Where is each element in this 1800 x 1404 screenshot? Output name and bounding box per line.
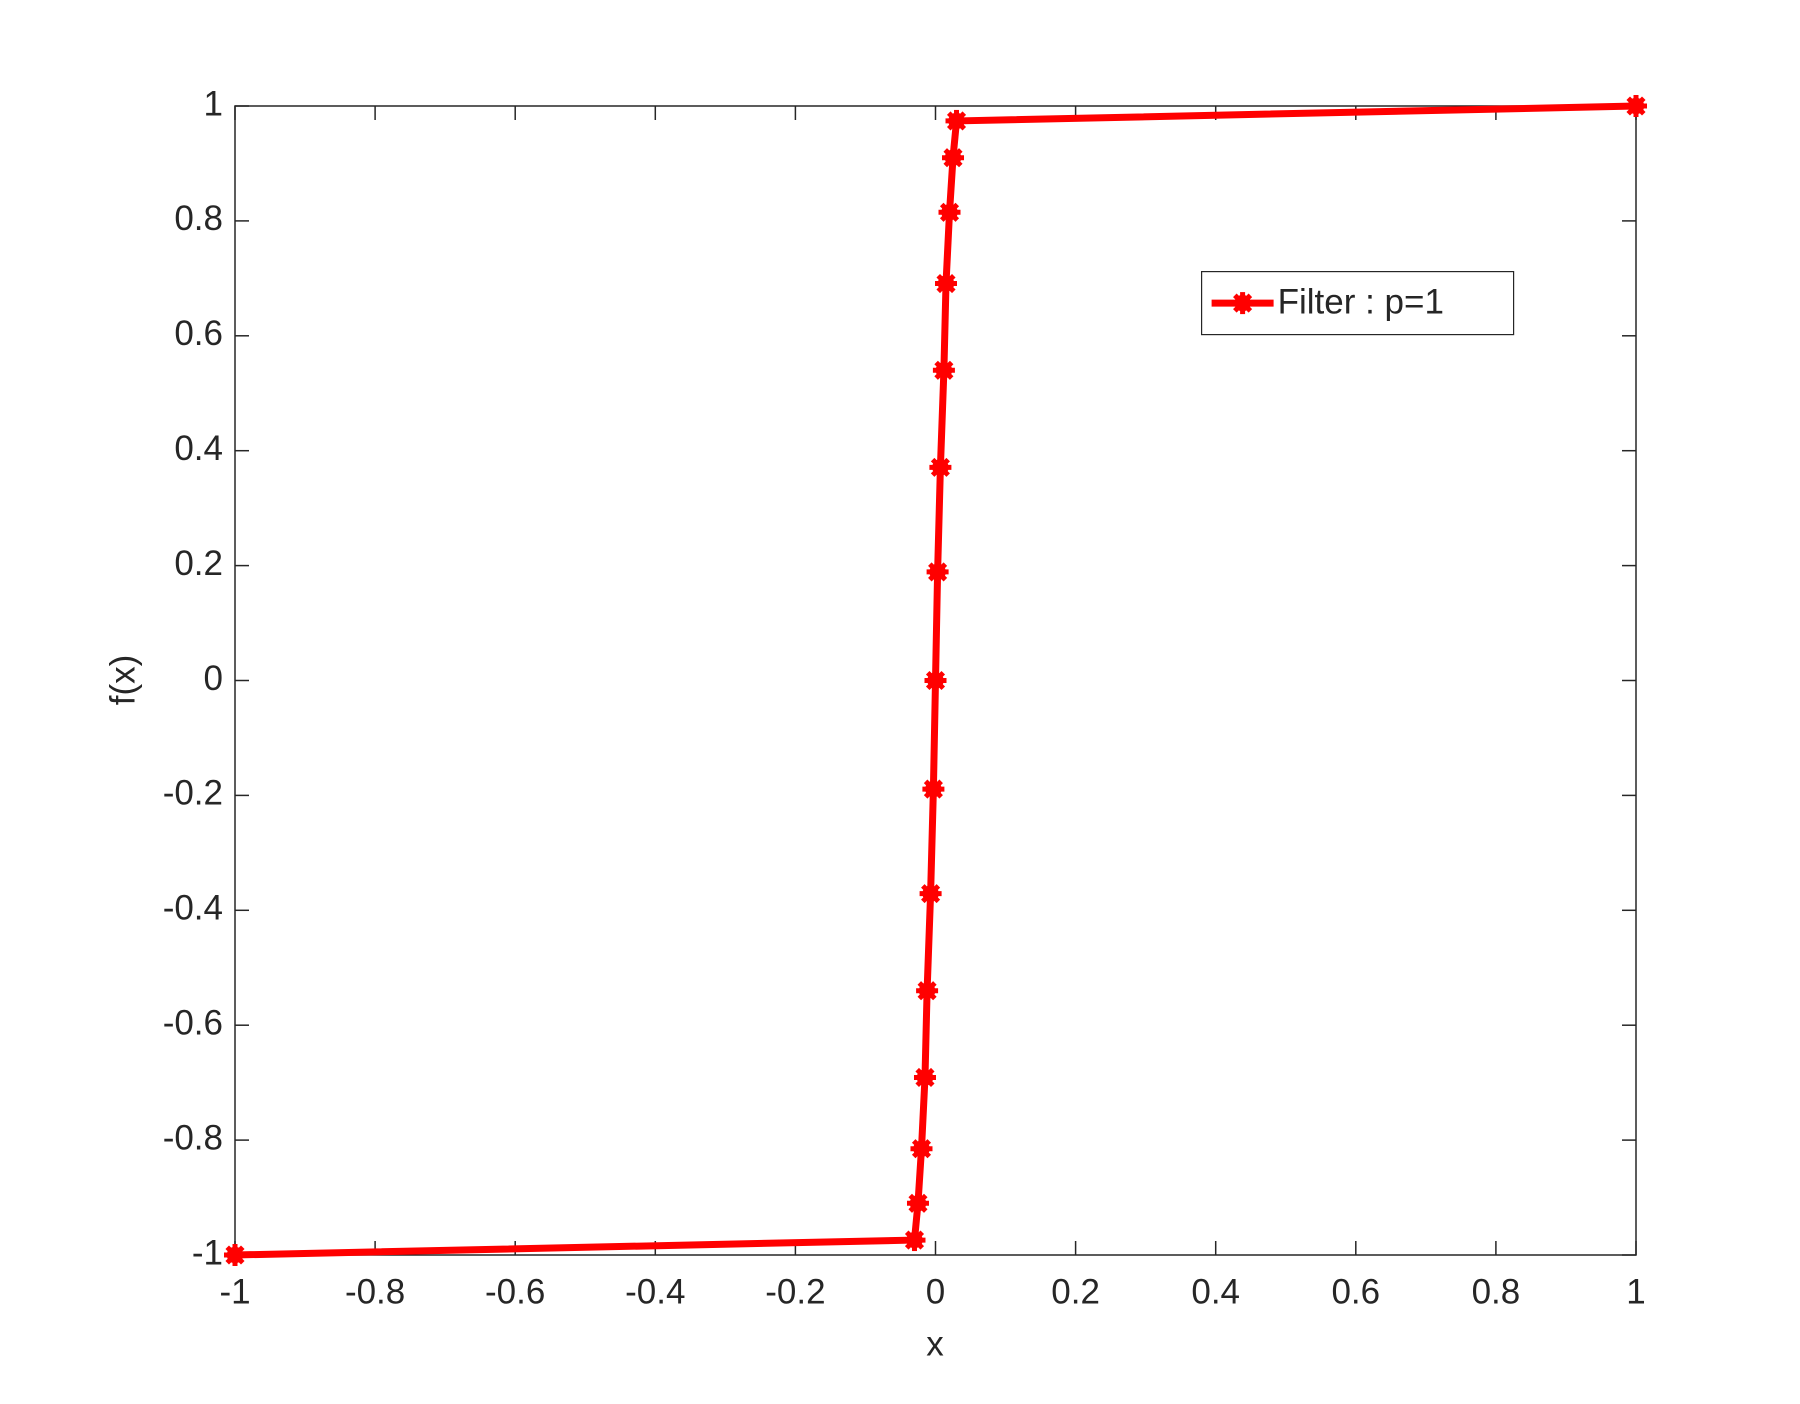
y-tick-label: -1 (192, 1233, 223, 1272)
x-tick-label: 0.2 (1051, 1272, 1100, 1311)
y-tick-label: 0.6 (174, 314, 223, 353)
marker-stroke (911, 1139, 932, 1159)
marker-stroke (930, 457, 950, 477)
marker (922, 778, 945, 801)
marker (910, 1137, 933, 1160)
marker (929, 456, 952, 479)
marker (916, 979, 939, 1002)
marker-stroke (921, 884, 941, 904)
x-tick-label: 0.8 (1472, 1272, 1521, 1311)
legend: Filter : p=1 (1200, 271, 1515, 336)
x-tick-label: 1 (1626, 1272, 1645, 1311)
x-tick-label: 0 (926, 1272, 945, 1311)
marker (926, 560, 949, 583)
x-tick-label: 0.6 (1331, 1272, 1380, 1311)
marker (1231, 292, 1254, 315)
y-axis-label: f(x) (103, 655, 142, 706)
y-tick-label: -0.4 (163, 889, 223, 928)
marker (945, 109, 968, 132)
x-tick-label: -0.4 (625, 1272, 685, 1311)
marker-stroke (1626, 96, 1646, 116)
x-tick-label: 0.4 (1191, 1272, 1240, 1311)
x-axis-label: x (926, 1324, 944, 1363)
y-tick-label: 1 (204, 84, 223, 123)
marker-stroke (225, 1245, 245, 1265)
x-tick-label: -1 (219, 1272, 250, 1311)
marker-stroke (943, 148, 963, 168)
y-tick-label: -0.8 (163, 1118, 223, 1157)
y-tick-label: -0.6 (163, 1003, 223, 1042)
marker-stroke (915, 1067, 935, 1088)
marker (224, 1244, 246, 1266)
marker-stroke (936, 273, 956, 294)
marker (935, 272, 958, 295)
marker-stroke (904, 1230, 925, 1250)
y-tick-label: 0.8 (174, 199, 223, 238)
y-tick-label: 0 (204, 659, 223, 698)
marker-stroke (923, 779, 943, 799)
marker-stroke (946, 111, 967, 131)
marker (906, 1192, 929, 1215)
marker-stroke (928, 562, 948, 582)
marker (942, 146, 965, 169)
legend-label: Filter : p=1 (1278, 282, 1444, 321)
marker (924, 669, 947, 692)
marker-stroke (1233, 293, 1253, 313)
marker (919, 882, 942, 905)
marker-stroke (917, 981, 937, 1001)
x-tick-label: -0.8 (345, 1272, 405, 1311)
marker (903, 1229, 926, 1252)
marker-stroke (925, 670, 946, 691)
y-tick-label: 0.4 (174, 429, 223, 468)
x-tick-label: -0.6 (485, 1272, 545, 1311)
y-tick-label: 0.2 (174, 544, 223, 583)
marker (932, 359, 955, 382)
x-tick-label: -0.2 (765, 1272, 825, 1311)
marker (1625, 95, 1647, 117)
marker-stroke (939, 202, 960, 222)
marker (913, 1066, 936, 1089)
y-tick-label: -0.2 (163, 774, 223, 813)
marker-stroke (934, 360, 954, 380)
marker (938, 201, 961, 224)
marker-stroke (908, 1193, 928, 1213)
